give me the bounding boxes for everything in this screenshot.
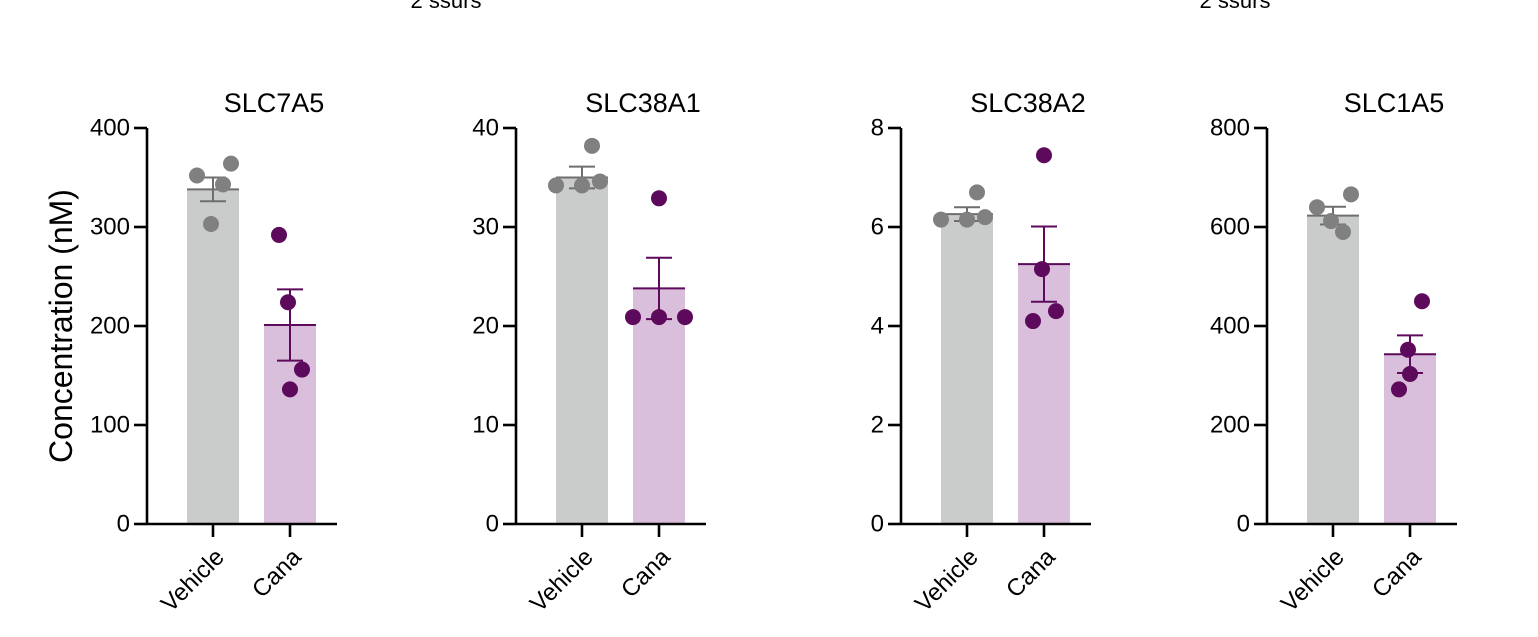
- y-tick-label: 0: [871, 510, 884, 537]
- x-category-label: Vehicle: [910, 544, 984, 618]
- data-point: [215, 176, 231, 193]
- y-tick-label: 8: [871, 114, 884, 141]
- y-axis-label: Concentration (nM): [43, 189, 79, 463]
- data-point: [677, 309, 693, 326]
- data-point: [189, 167, 205, 184]
- y-tick-label: 400: [1210, 312, 1250, 339]
- chart-panel-slc38a1: SLC38A1 0 10 20 30 40 Vehicle Cana: [472, 88, 706, 617]
- data-point: [592, 173, 608, 190]
- bar-vehicle: [556, 177, 608, 524]
- data-point: [1034, 261, 1050, 278]
- data-point: [1343, 186, 1359, 203]
- y-tick-label: 0: [1237, 510, 1250, 537]
- data-point: [969, 184, 985, 201]
- top-fragment-text: 2 ssurs: [1200, 0, 1271, 13]
- bar-cana: [1018, 264, 1070, 524]
- x-category-label: Cana: [616, 543, 676, 603]
- panel-title: SLC7A5: [224, 88, 325, 118]
- data-point: [223, 155, 239, 172]
- bar-vehicle: [941, 214, 993, 524]
- chart-panel-slc7a5: SLC7A5 0 100 200 300 400 Vehicle Cana: [90, 88, 337, 617]
- data-point: [584, 137, 600, 154]
- data-point: [282, 381, 298, 398]
- y-tick-label: 20: [472, 312, 499, 339]
- data-point: [548, 177, 564, 194]
- data-point: [203, 216, 219, 233]
- y-tick-label: 10: [472, 411, 499, 438]
- y-tick-label: 6: [871, 213, 884, 240]
- panel-title: SLC38A1: [585, 88, 701, 118]
- x-category-label: Vehicle: [156, 544, 230, 618]
- y-tick-label: 100: [90, 411, 130, 438]
- data-point: [1323, 213, 1339, 230]
- bar-vehicle: [1307, 215, 1359, 525]
- data-point: [625, 309, 641, 326]
- x-category-label: Cana: [1001, 543, 1061, 603]
- y-tick-label: 40: [472, 114, 499, 141]
- data-point: [271, 226, 287, 243]
- bar-cana: [633, 288, 685, 524]
- y-tick-label: 30: [472, 213, 499, 240]
- x-category-label: Cana: [247, 543, 307, 603]
- data-point: [1335, 223, 1351, 240]
- panel-title: SLC38A2: [970, 88, 1086, 118]
- bar-cana: [1384, 354, 1436, 524]
- data-point: [1402, 366, 1418, 383]
- panel-title: SLC1A5: [1344, 88, 1445, 118]
- data-point: [294, 361, 310, 378]
- data-point: [933, 211, 949, 228]
- data-point: [280, 294, 296, 311]
- y-tick-label: 200: [1210, 411, 1250, 438]
- chart-panel-slc1a5: SLC1A5 0 200 400 600 800 Vehicle Cana: [1210, 88, 1457, 617]
- y-tick-label: 600: [1210, 213, 1250, 240]
- data-point: [1400, 341, 1416, 358]
- y-tick-label: 400: [90, 114, 130, 141]
- y-tick-label: 2: [871, 411, 884, 438]
- x-category-label: Cana: [1367, 543, 1427, 603]
- y-tick-label: 300: [90, 213, 130, 240]
- data-point: [574, 177, 590, 194]
- x-category-label: Vehicle: [525, 544, 599, 618]
- top-fragment-text: 2 ssurs: [411, 0, 482, 13]
- y-tick-label: 0: [117, 510, 130, 537]
- y-tick-label: 800: [1210, 114, 1250, 141]
- data-point: [651, 190, 667, 207]
- data-point: [1048, 303, 1064, 320]
- x-category-label: Vehicle: [1276, 544, 1350, 618]
- data-point: [1391, 381, 1407, 398]
- data-point: [959, 211, 975, 228]
- y-tick-label: 200: [90, 312, 130, 339]
- y-tick-label: 4: [871, 312, 884, 339]
- bar-vehicle: [187, 189, 239, 524]
- data-point: [1414, 293, 1430, 310]
- y-tick-label: 0: [486, 510, 499, 537]
- data-point: [651, 309, 667, 326]
- data-point: [1036, 147, 1052, 164]
- chart-panel-slc38a2: SLC38A2 0 2 4 6 8 Vehicle Cana: [871, 88, 1091, 617]
- data-point: [1309, 199, 1325, 216]
- data-point: [1025, 313, 1041, 330]
- data-point: [977, 209, 993, 226]
